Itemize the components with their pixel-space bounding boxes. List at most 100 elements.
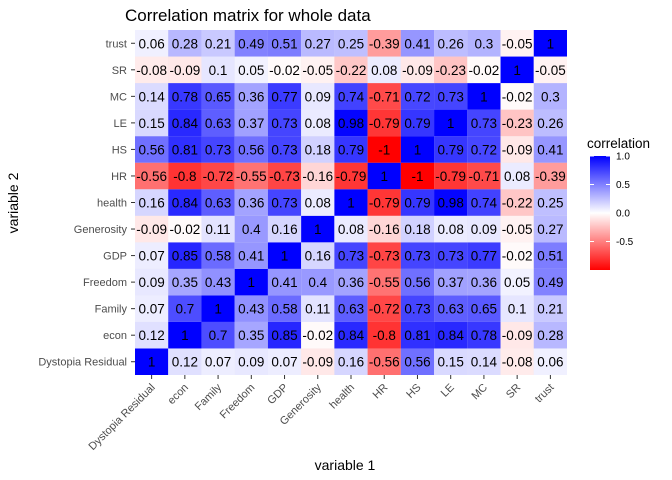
cell-value-label: 0.73 [404, 249, 430, 264]
y-tick-label: HS [112, 144, 127, 156]
heatmap-cell [135, 30, 169, 57]
heatmap-cell [135, 215, 169, 243]
heatmap-cell [168, 136, 202, 163]
cell-value-label: 0.65 [471, 302, 497, 317]
cell-value-label: -1 [378, 142, 390, 157]
x-tick-label: LE [439, 382, 457, 400]
cell-value-label: 0.7 [209, 328, 228, 343]
heatmap-cell [500, 83, 534, 110]
cell-value-label: 0.08 [305, 196, 331, 211]
cell-value-label: 0.74 [471, 196, 498, 211]
cell-value-label: 0.65 [205, 89, 231, 104]
cell-value-label: 0.73 [404, 302, 430, 317]
heatmap-cell [267, 295, 302, 322]
heatmap-cell [467, 109, 501, 137]
heatmap-cell [467, 136, 501, 163]
heatmap-cell [301, 30, 335, 57]
heatmap-cell [234, 268, 268, 296]
heatmap-cell [168, 348, 202, 375]
cell-value-label: -0.23 [435, 63, 466, 78]
cell-value-label: -0.73 [369, 249, 400, 264]
heatmap-cell [168, 321, 202, 349]
cell-value-label: 0.07 [205, 355, 231, 370]
y-axis-title: variable 2 [5, 172, 21, 233]
cell-value-label: 0.98 [338, 116, 364, 131]
heatmap-cell [201, 189, 235, 216]
heatmap-cell [334, 83, 368, 110]
cell-value-label: 0.56 [404, 355, 430, 370]
heatmap-cell [467, 348, 501, 375]
cell-value-label: -0.05 [302, 63, 333, 78]
cell-value-label: 0.43 [238, 302, 264, 317]
cell-value-label: 0.12 [138, 328, 164, 343]
heatmap-cell [500, 215, 534, 243]
x-tick-label: SR [504, 382, 523, 401]
heatmap-cell [533, 162, 567, 190]
cell-value-label: -0.79 [435, 169, 466, 184]
heatmap-cell [434, 30, 468, 57]
heatmap-cell [367, 189, 401, 216]
cell-value-label: 0.35 [238, 328, 264, 343]
heatmap-cell [500, 268, 534, 296]
cell-value-label: 0.78 [172, 89, 198, 104]
heatmap-cell [533, 268, 567, 296]
heatmap-cell [434, 348, 468, 375]
y-tick-label: Generosity [74, 224, 128, 236]
cell-value-label: 0.3 [475, 36, 494, 51]
y-tick-label: MC [110, 91, 127, 103]
cell-value-label: 0.63 [338, 302, 364, 317]
heatmap-cell [400, 30, 435, 57]
x-tick-label: Freedom [218, 382, 258, 422]
heatmap-cell [533, 83, 567, 110]
heatmap-cell [168, 109, 202, 137]
x-tick-label: health [327, 382, 357, 412]
cell-value-label: 0.15 [138, 116, 164, 131]
cell-value-label: 0.85 [271, 328, 297, 343]
cell-value-label: 0.81 [172, 142, 198, 157]
cell-value-label: -0.8 [173, 169, 196, 184]
cell-value-label: 0.37 [238, 116, 264, 131]
cell-value-label: 1 [314, 222, 322, 237]
cell-value-label: -0.05 [502, 222, 533, 237]
heatmap-cell [367, 268, 401, 296]
heatmap-cell [135, 321, 169, 349]
heatmap-cell [467, 268, 501, 296]
cell-value-label: 0.63 [438, 302, 464, 317]
cell-value-label: 0.16 [138, 196, 164, 211]
heatmap-cell [367, 56, 401, 84]
cell-value-label: 0.08 [371, 63, 397, 78]
cell-value-label: -0.09 [136, 222, 167, 237]
heatmap-cell [201, 268, 235, 296]
heatmap-cell [201, 109, 235, 137]
heatmap-cell [467, 215, 501, 243]
legend-tick-label: -0.5 [616, 237, 634, 248]
heatmap-cell [267, 162, 302, 190]
heatmap-cell [367, 321, 401, 349]
cell-value-label: 0.72 [404, 89, 430, 104]
cell-value-label: 1 [181, 328, 189, 343]
cell-value-label: 0.84 [438, 328, 465, 343]
cell-value-label: 0.77 [271, 89, 297, 104]
heatmap-cell [201, 215, 235, 243]
x-tick-label: Family [193, 381, 225, 413]
cell-value-label: 0.26 [438, 36, 464, 51]
cell-value-label: 0.49 [238, 36, 264, 51]
heatmap-cell [234, 56, 268, 84]
heatmap-cell [400, 189, 435, 216]
cell-value-label: -0.09 [169, 63, 200, 78]
cell-value-label: 1 [347, 196, 355, 211]
cell-value-label: 0.14 [471, 355, 498, 370]
heatmap-cell [434, 242, 468, 269]
cell-value-label: 0.27 [305, 36, 331, 51]
y-axis-ticks: Dystopia Residual econ Family Freedom GDP Gen… [38, 38, 135, 369]
heatmap-cell [334, 136, 368, 163]
heatmap-cell [434, 83, 468, 110]
heatmap-cell [135, 56, 169, 84]
heatmap-cell [434, 295, 468, 322]
heatmap-cell [135, 136, 169, 163]
heatmap-cell [168, 56, 202, 84]
cell-value-label: 1 [380, 169, 388, 184]
heatmap-cell [135, 242, 169, 269]
